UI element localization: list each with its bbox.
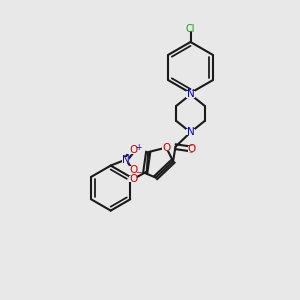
- Text: O: O: [188, 144, 196, 154]
- Text: O: O: [129, 174, 137, 184]
- Text: +: +: [135, 142, 142, 152]
- FancyBboxPatch shape: [127, 166, 139, 174]
- FancyBboxPatch shape: [129, 176, 137, 182]
- Text: N: N: [187, 89, 194, 100]
- FancyBboxPatch shape: [127, 146, 139, 154]
- Text: −: −: [135, 169, 142, 178]
- FancyBboxPatch shape: [186, 129, 195, 135]
- Text: O: O: [162, 142, 170, 153]
- Text: O: O: [129, 165, 137, 175]
- FancyBboxPatch shape: [122, 157, 129, 163]
- Text: O: O: [129, 145, 137, 155]
- FancyBboxPatch shape: [186, 92, 195, 98]
- FancyBboxPatch shape: [188, 146, 196, 152]
- Text: Cl: Cl: [186, 24, 195, 34]
- Text: N: N: [122, 154, 130, 165]
- FancyBboxPatch shape: [162, 145, 170, 151]
- Text: N: N: [187, 127, 194, 137]
